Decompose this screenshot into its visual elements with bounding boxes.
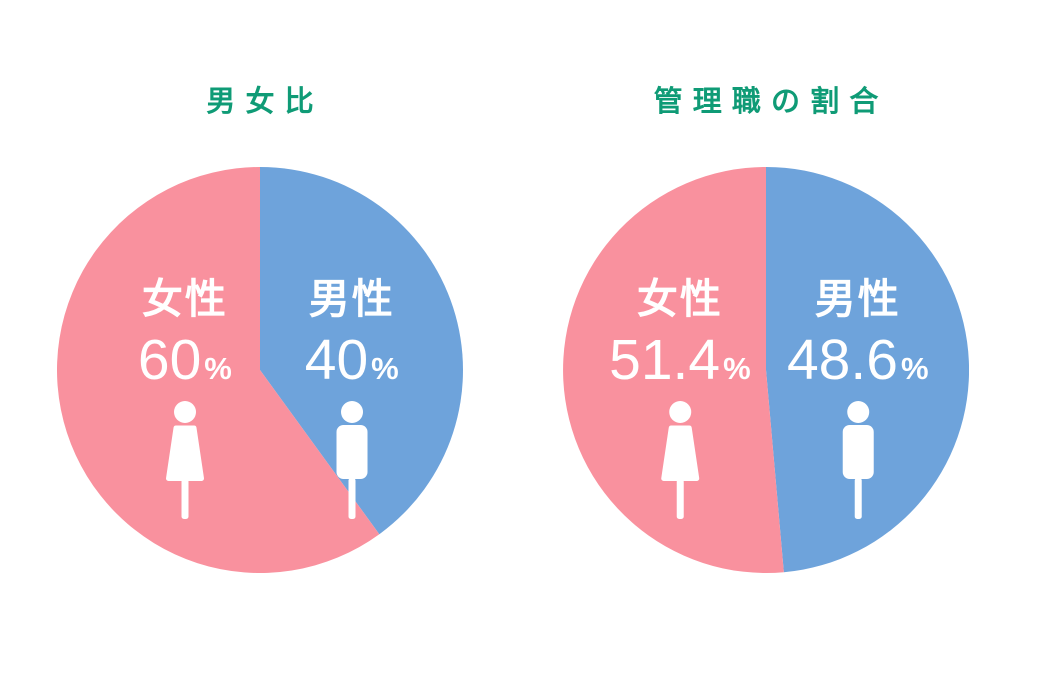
male-value: 48.6% (787, 332, 929, 389)
male-percent-number: 40 (304, 328, 369, 392)
male-value: 40% (305, 332, 399, 389)
chart-title: 男女比 (206, 86, 324, 118)
percent-sign: % (371, 351, 399, 386)
male-slice (260, 167, 463, 535)
female-value: 51.4% (609, 332, 751, 389)
male-slice (766, 167, 969, 573)
female-label: 女性 (636, 276, 723, 322)
male-slice-label-group: 男性 40% (305, 279, 399, 519)
female-percent-number: 60 (137, 328, 202, 392)
male-slice-label-group: 男性 48.6% (787, 279, 929, 519)
pie-chart: 女性 60% 男性 40% (57, 167, 463, 573)
female-slice-label-group: 女性 51.4% (609, 279, 751, 519)
chart-title: 管理職の割合 (653, 86, 889, 118)
percent-sign: % (723, 351, 751, 386)
pie-chart: 女性 51.4% 男性 48.6% (563, 167, 969, 573)
male-label: 男性 (814, 276, 901, 322)
female-value: 60% (138, 332, 232, 389)
male-label: 男性 (308, 276, 395, 322)
female-slice (57, 167, 380, 573)
chart-gender-ratio: 男女比 女性 60% 男性 40% (57, 0, 463, 675)
female-slice (563, 167, 784, 573)
chart-manager-ratio: 管理職の割合 女性 51.4% 男性 48.6% (563, 0, 969, 675)
female-percent-number: 51.4 (609, 328, 721, 392)
female-slice-label-group: 女性 60% (138, 279, 232, 519)
percent-sign: % (204, 351, 232, 386)
female-person-icon (660, 401, 699, 519)
pie-svg (563, 167, 969, 573)
female-label: 女性 (141, 276, 228, 322)
male-person-icon (336, 401, 368, 519)
percent-sign: % (900, 351, 929, 386)
male-percent-number: 48.6 (786, 328, 898, 392)
male-person-icon (842, 401, 874, 519)
female-person-icon (165, 401, 204, 519)
pie-svg (57, 167, 463, 573)
